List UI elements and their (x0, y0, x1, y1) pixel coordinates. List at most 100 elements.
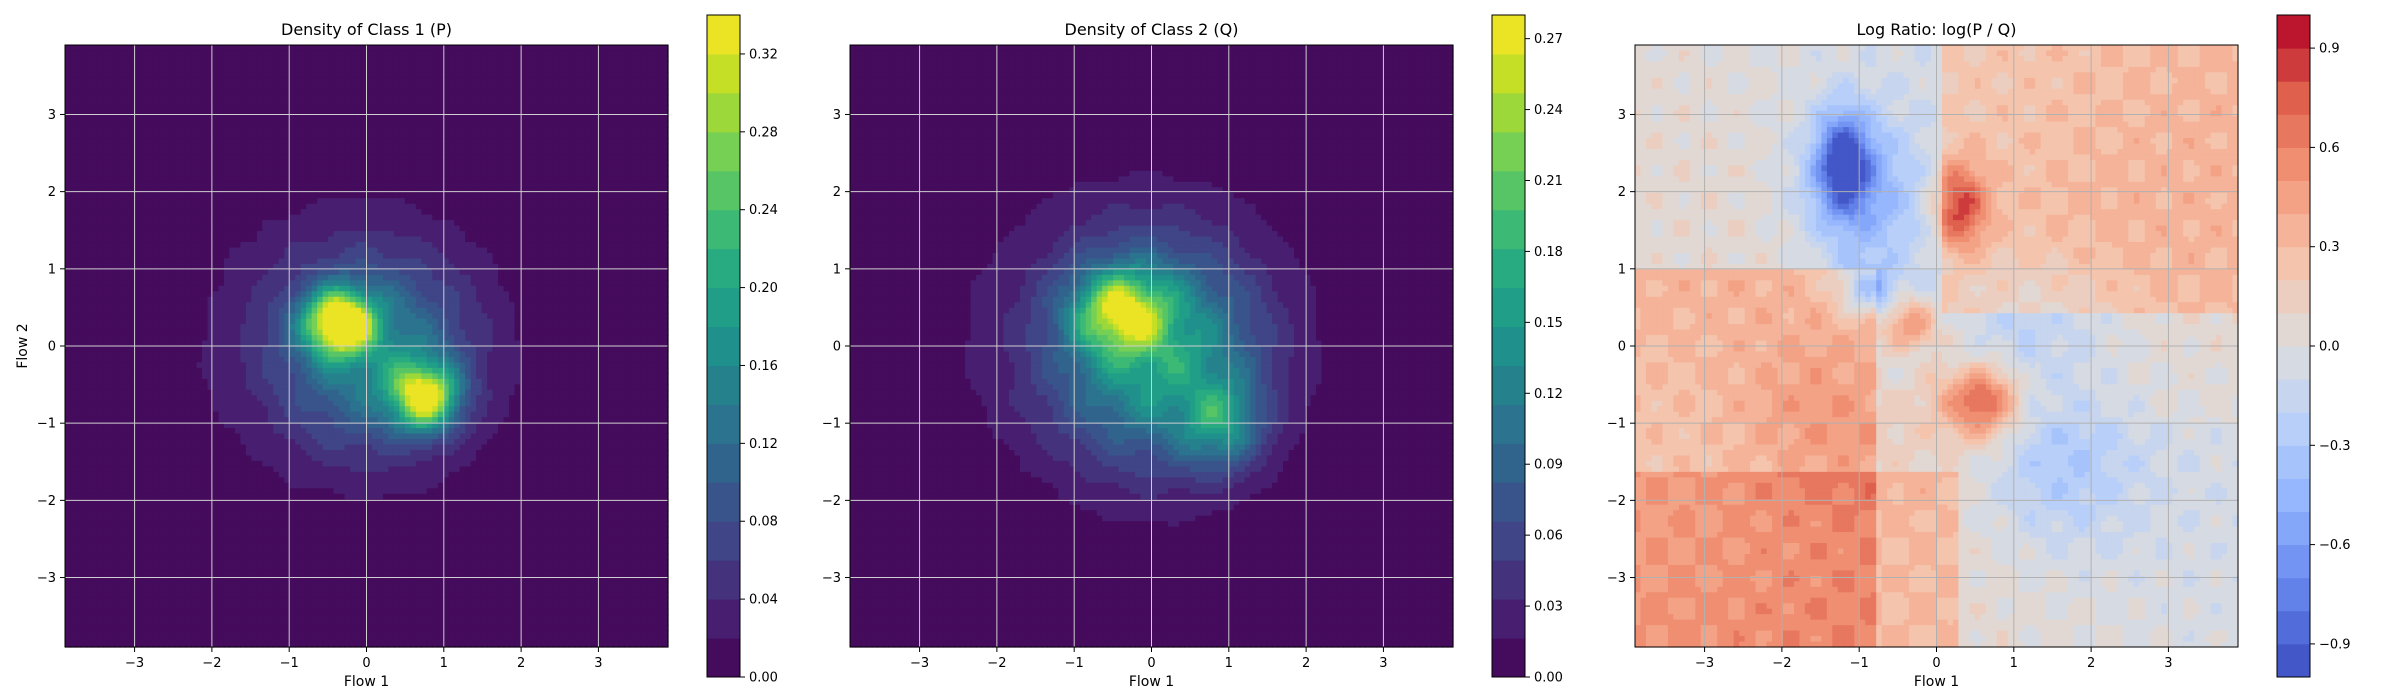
heatmap-cell (65, 330, 71, 336)
heatmap-cell (65, 160, 71, 166)
heatmap-cell (114, 149, 120, 155)
heatmap-cell (70, 466, 76, 472)
heatmap-cell (109, 368, 115, 374)
heatmap-cell (125, 242, 131, 248)
heatmap-cell (114, 231, 120, 237)
heatmap-cell (109, 313, 115, 319)
heatmap-cell (103, 527, 109, 533)
heatmap-cell (98, 592, 104, 598)
heatmap-cell (98, 313, 104, 319)
heatmap-cell (70, 538, 76, 544)
heatmap-cell (103, 50, 109, 56)
heatmap-cell (87, 351, 93, 357)
heatmap-cell (92, 286, 98, 292)
heatmap-cell (76, 455, 82, 461)
heatmap-cell (98, 505, 104, 511)
heatmap-cell (114, 72, 120, 78)
heatmap-cell (76, 171, 82, 177)
heatmap-cell (76, 346, 82, 352)
heatmap-cell (92, 625, 98, 631)
heatmap-cell (109, 253, 115, 259)
heatmap-cell (70, 226, 76, 232)
heatmap-cell (87, 357, 93, 363)
heatmap-cell (92, 395, 98, 401)
heatmap-cell (103, 280, 109, 286)
heatmap-cell (65, 516, 71, 522)
heatmap-cell (125, 182, 131, 188)
heatmap-cell (103, 461, 109, 467)
heatmap-cell (114, 516, 120, 522)
heatmap-cell (76, 50, 82, 56)
heatmap-cell (103, 330, 109, 336)
heatmap-cell (76, 154, 82, 160)
heatmap-cell (92, 198, 98, 204)
heatmap-cell (103, 472, 109, 478)
heatmap-cell (65, 89, 71, 95)
heatmap-cell (92, 521, 98, 527)
heatmap-cell (114, 461, 120, 467)
heatmap-cell (114, 56, 120, 62)
heatmap-cell (109, 258, 115, 264)
heatmap-cell (76, 538, 82, 544)
heatmap-cell (70, 554, 76, 560)
heatmap-cell (87, 527, 93, 533)
heatmap-cell (92, 483, 98, 489)
heatmap-cell (92, 532, 98, 538)
heatmap-cell (92, 450, 98, 456)
heatmap-cell (114, 521, 120, 527)
heatmap-cell (98, 466, 104, 472)
heatmap-cell (65, 247, 71, 253)
heatmap-cell (92, 165, 98, 171)
heatmap-cell (125, 111, 131, 117)
heatmap-cell (76, 357, 82, 363)
heatmap-cell (92, 133, 98, 139)
heatmap-cell (81, 548, 87, 554)
heatmap-cell (81, 111, 87, 117)
heatmap-cell (65, 351, 71, 357)
heatmap-cell (81, 351, 87, 357)
heatmap-cell (70, 89, 76, 95)
heatmap-cell (76, 226, 82, 232)
heatmap-cell (76, 488, 82, 494)
heatmap-cell (65, 357, 71, 363)
heatmap-cell (76, 111, 82, 117)
heatmap-cell (70, 61, 76, 67)
heatmap-cell (76, 368, 82, 374)
heatmap-cell (65, 368, 71, 374)
heatmap-cell (81, 461, 87, 467)
heatmap-cell (103, 215, 109, 221)
heatmap-cell (76, 297, 82, 303)
heatmap-cell (76, 625, 82, 631)
heatmap-cell (81, 445, 87, 451)
heatmap-cell (65, 116, 71, 122)
heatmap-cell (92, 258, 98, 264)
heatmap-cell (109, 357, 115, 363)
heatmap-cell (120, 286, 126, 292)
heatmap-cell (92, 204, 98, 210)
heatmap-cell (92, 105, 98, 111)
heatmap-cell (109, 609, 115, 615)
heatmap-cell (109, 592, 115, 598)
heatmap-cell (65, 50, 71, 56)
heatmap-cell (109, 50, 115, 56)
heatmap-cell (125, 226, 131, 232)
heatmap-cell (103, 226, 109, 232)
heatmap-cell (65, 559, 71, 565)
heatmap-cell (120, 198, 126, 204)
heatmap-cell (76, 401, 82, 407)
heatmap-cell (103, 434, 109, 440)
heatmap-cell (65, 406, 71, 412)
heatmap-cell (98, 253, 104, 259)
heatmap-cell (70, 286, 76, 292)
heatmap-cell (120, 324, 126, 330)
heatmap-cell (70, 521, 76, 527)
heatmap-cell (103, 133, 109, 139)
heatmap-cell (109, 165, 115, 171)
heatmap-cell (114, 215, 120, 221)
heatmap-cell (114, 94, 120, 100)
heatmap-cell (103, 488, 109, 494)
heatmap-cell (120, 258, 126, 264)
heatmap-cell (120, 636, 126, 642)
heatmap-cell (109, 472, 115, 478)
heatmap-cell (109, 149, 115, 155)
